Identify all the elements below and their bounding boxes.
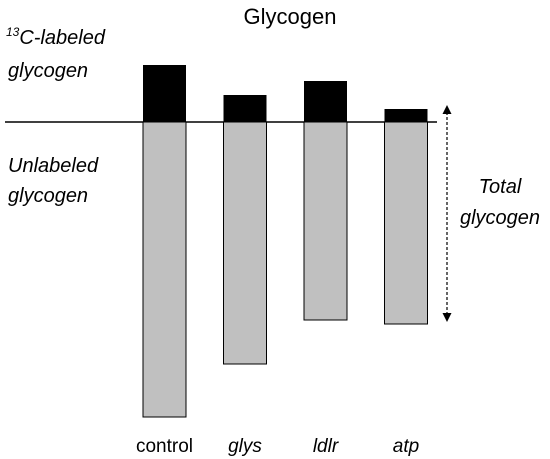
labeled-glycogen-label-line2: glycogen (8, 60, 88, 82)
labeled-bar-atp (384, 109, 428, 122)
category-label-ldlr: ldlr (313, 436, 339, 457)
labeled-glycogen-label-line1: 13C-labeled (6, 25, 106, 49)
labeled-bar-glys (223, 95, 267, 122)
unlabeled-bar-glys (223, 121, 267, 365)
category-label-glys: glys (228, 436, 262, 457)
unlabeled-glycogen-label-line2: glycogen (8, 185, 88, 207)
category-labels: control glys ldlr atp (136, 436, 419, 457)
unlabeled-bar-control (142, 121, 187, 418)
total-glycogen-label-line2: glycogen (460, 207, 540, 229)
total-arrow-down-head (442, 313, 452, 322)
category-label-atp: atp (393, 436, 419, 457)
labeled-text: C-labeled (19, 27, 105, 49)
labeled-bar-control (143, 65, 186, 122)
unlabeled-bar-atp (384, 121, 428, 325)
bars-group (142, 65, 428, 418)
labeled-bar-ldlr (304, 81, 347, 122)
unlabeled-glycogen-label-line1: Unlabeled (8, 155, 99, 177)
chart-title: Glycogen (244, 4, 337, 29)
total-arrow-up-head (442, 105, 452, 114)
unlabeled-bar-ldlr (303, 121, 348, 321)
category-label-control: control (136, 436, 193, 457)
total-glycogen-label-line1: Total (479, 176, 522, 198)
labeled-superscript: 13 (6, 25, 20, 39)
